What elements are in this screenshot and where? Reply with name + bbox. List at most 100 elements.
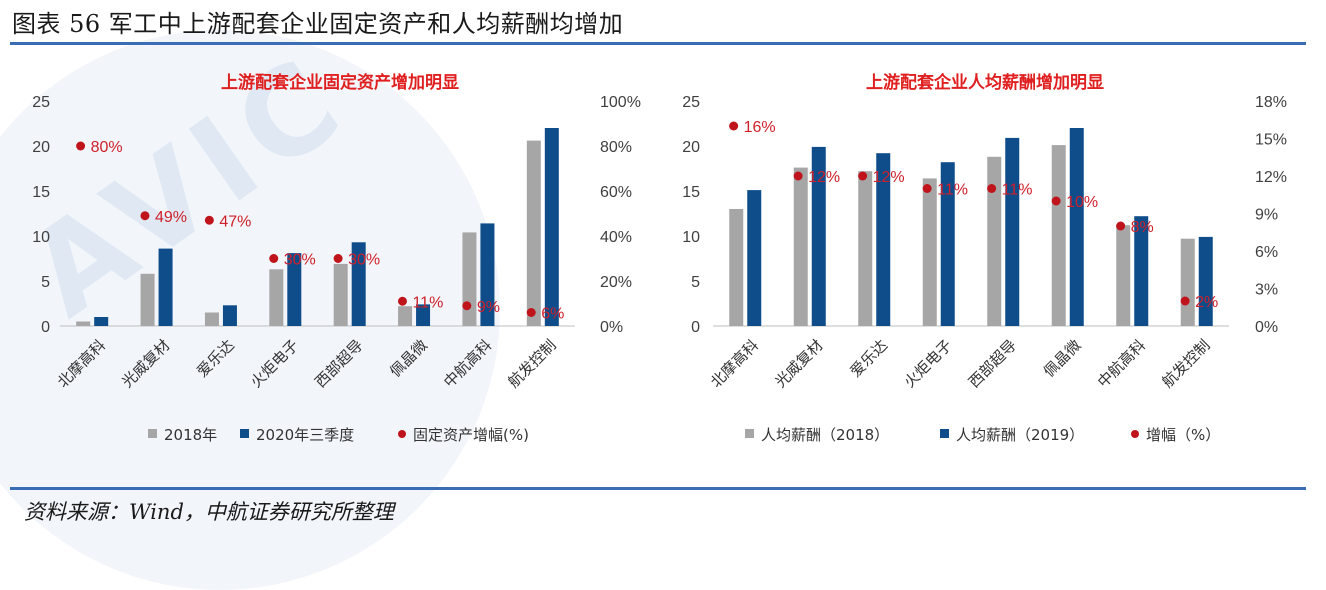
bar-series-1 — [398, 306, 413, 326]
y-tick-right: 0% — [600, 319, 623, 336]
bar-series-1 — [793, 167, 808, 326]
legend-label: 人均薪酬（2018） — [761, 426, 889, 444]
bar-series-2 — [1069, 128, 1084, 326]
growth-label: 11% — [1002, 182, 1033, 199]
y-tick-right: 12% — [1255, 169, 1287, 186]
growth-label: 47% — [219, 213, 251, 230]
legend-swatch — [398, 430, 406, 438]
bar-series-2 — [480, 223, 495, 326]
bar-series-2 — [351, 242, 366, 326]
y-tick-left: 5 — [41, 274, 50, 291]
y-tick-right: 15% — [1255, 132, 1287, 149]
growth-dot — [1116, 221, 1126, 231]
growth-dot — [526, 308, 536, 317]
y-tick-left: 10 — [682, 229, 700, 246]
category-label: 光威复材 — [771, 336, 826, 391]
bar-series-1 — [1116, 225, 1131, 326]
growth-label: 16% — [744, 119, 776, 136]
growth-label: 6% — [541, 306, 564, 323]
bar-series-2 — [222, 305, 237, 326]
legend-label: 人均薪酬（2019） — [956, 426, 1084, 444]
bar-series-2 — [158, 248, 173, 326]
bar-series-1 — [987, 156, 1002, 326]
bar-series-1 — [140, 273, 155, 326]
legend-label: 2020年三季度 — [256, 426, 354, 444]
bar-series-2 — [747, 190, 762, 326]
growth-dot — [204, 215, 214, 225]
bar-series-1 — [729, 209, 744, 326]
growth-dot — [1051, 196, 1061, 206]
legend-label: 固定资产增幅(%) — [413, 426, 529, 444]
growth-label: 9% — [477, 299, 500, 316]
figure-title: 图表 56 军工中上游配套企业固定资产和人均薪酬均增加 — [12, 10, 624, 38]
category-label: 佩晶微 — [1040, 336, 1085, 381]
y-tick-right: 9% — [1255, 207, 1278, 224]
growth-label: 12% — [808, 169, 840, 186]
growth-label: 30% — [348, 252, 380, 269]
bar-series-1 — [269, 269, 284, 326]
y-tick-left: 15 — [682, 184, 700, 201]
bar-series-1 — [204, 312, 219, 326]
y-tick-left: 20 — [32, 139, 50, 156]
y-tick-left: 5 — [691, 274, 700, 291]
y-tick-right: 0% — [1255, 319, 1278, 336]
bar-series-1 — [1180, 238, 1195, 326]
bar-series-2 — [94, 317, 109, 326]
growth-dot — [987, 184, 997, 193]
bar-series-2 — [1134, 216, 1149, 326]
y-tick-left: 15 — [32, 184, 50, 201]
y-tick-right: 100% — [600, 94, 641, 111]
bar-series-1 — [76, 321, 91, 326]
growth-dot — [858, 171, 868, 181]
bar-series-2 — [416, 304, 431, 326]
y-tick-right: 3% — [1255, 282, 1278, 299]
y-tick-right: 40% — [600, 229, 632, 246]
category-label: 北摩高科 — [707, 336, 762, 391]
legend-swatch — [240, 429, 249, 438]
growth-dot — [76, 141, 86, 151]
chart-title: 上游配套企业固定资产增加明显 — [221, 72, 459, 93]
growth-dot — [922, 184, 932, 193]
growth-label: 10% — [1066, 194, 1098, 211]
growth-label: 30% — [284, 252, 316, 269]
bar-series-2 — [544, 128, 559, 326]
legend-swatch — [1131, 430, 1139, 438]
legend-swatch — [940, 429, 949, 438]
growth-dot — [333, 254, 343, 263]
bar-series-2 — [811, 146, 826, 326]
y-tick-left: 25 — [32, 94, 50, 111]
growth-label: 80% — [91, 139, 123, 156]
y-tick-right: 80% — [600, 139, 632, 156]
growth-label: 2% — [1195, 294, 1218, 311]
category-label: 中航高科 — [1094, 336, 1149, 391]
bar-series-1 — [1051, 145, 1066, 326]
growth-dot — [140, 211, 150, 221]
category-label: 爱乐达 — [847, 336, 892, 381]
bar-series-1 — [333, 263, 348, 326]
source-note: 资料来源：Wind，中航证券研究所整理 — [24, 500, 394, 524]
growth-dot — [729, 121, 739, 131]
y-tick-right: 6% — [1255, 244, 1278, 261]
category-label: 西部超导 — [965, 336, 1020, 391]
bar-series-2 — [287, 253, 302, 326]
y-tick-left: 0 — [691, 319, 700, 336]
bottom-rule — [10, 487, 1306, 490]
legend-swatch — [148, 429, 157, 438]
chart-salary: 上游配套企业人均薪酬增加明显 0 5 10 15 20 25 0% 3% 6% 9% 12% 15% 18… — [682, 72, 1287, 444]
y-tick-right: 60% — [600, 184, 632, 201]
y-tick-left: 10 — [32, 229, 50, 246]
bar-series-1 — [858, 171, 873, 326]
y-tick-right: 20% — [600, 274, 632, 291]
bar-series-2 — [876, 153, 891, 326]
y-tick-left: 25 — [682, 94, 700, 111]
legend-label: 2018年 — [164, 426, 217, 444]
growth-dot — [1180, 296, 1190, 306]
y-tick-right: 18% — [1255, 94, 1287, 111]
growth-dot — [462, 301, 472, 311]
legend-swatch — [745, 429, 754, 438]
y-tick-left: 20 — [682, 139, 700, 156]
bar-series-2 — [1198, 236, 1213, 326]
top-rule — [10, 42, 1306, 45]
growth-dot — [793, 171, 803, 181]
growth-label: 12% — [873, 169, 905, 186]
